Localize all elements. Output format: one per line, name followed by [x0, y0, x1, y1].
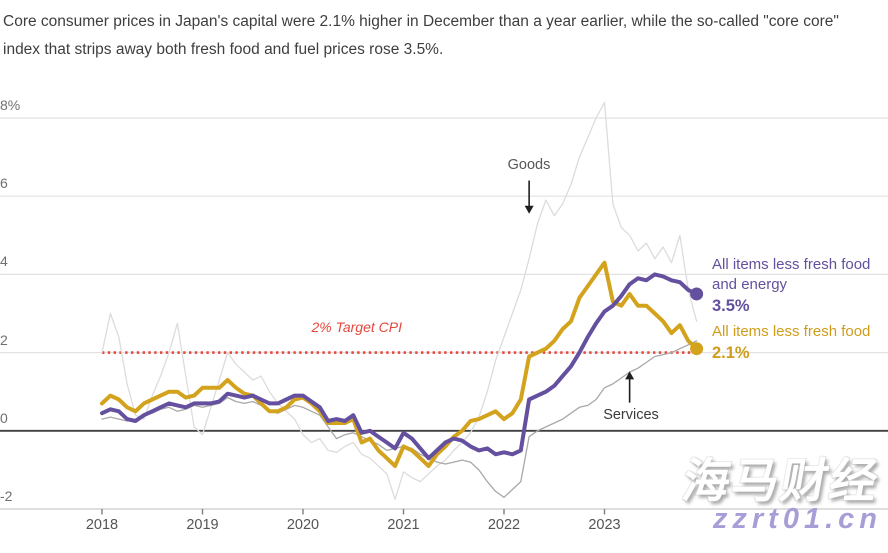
x-axis-label: 2021: [387, 517, 420, 533]
y-axis-label: 8%: [0, 97, 21, 113]
x-axis-label: 2018: [85, 517, 119, 533]
legend-core-core-label: All items less fresh food and energy: [712, 256, 871, 293]
x-axis-label: 2022: [487, 517, 521, 533]
chart-title: Core consumer prices in Japan's capital …: [3, 13, 839, 58]
y-axis-label: 6: [0, 175, 8, 192]
x-axis-label: 2019: [186, 517, 219, 533]
x-axis-label: 2023: [588, 517, 621, 533]
watermark-cn-text: 海马财经: [678, 454, 884, 507]
legend-core-label: All items less fresh food: [712, 323, 871, 340]
y-axis-label: -2: [0, 488, 13, 504]
watermark-url-text: zzrt01.cn: [712, 503, 882, 535]
legend-core-core: All items less fresh food and energy 3.5…: [712, 255, 884, 316]
target-cpi-label: 2% Target CPI: [311, 319, 402, 335]
legend-core-core-value: 3.5%: [712, 297, 750, 315]
x-axis-label: 2020: [286, 517, 320, 533]
y-axis-label: 2: [0, 331, 8, 348]
y-axis-label: 0: [0, 409, 8, 426]
legend-core-value: 2.1%: [712, 344, 750, 362]
legend-core: All items less fresh food 2.1%: [712, 322, 888, 363]
y-axis-label: 4: [0, 253, 8, 270]
services-annotation-label: Services: [603, 407, 659, 423]
goods-annotation-label: Goods: [507, 157, 551, 173]
